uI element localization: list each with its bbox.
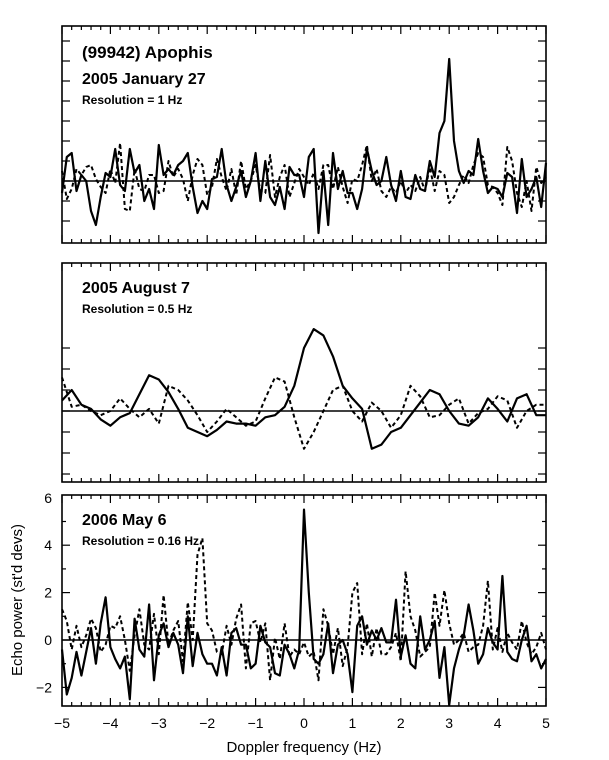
panel-date: 2006 May 6 — [82, 512, 167, 529]
x-tick-label: 2 — [397, 715, 405, 731]
dashed-series-line — [61, 376, 546, 450]
x-tick-label: −1 — [248, 715, 264, 731]
y-axis-title: Echo power (st'd devs) — [9, 524, 26, 676]
x-tick-label: 5 — [542, 715, 550, 731]
panel-date: 2005 August 7 — [82, 280, 190, 297]
panel-resolution: Resolution = 1 Hz — [82, 93, 182, 107]
x-tick-label: −3 — [151, 715, 167, 731]
panel-3: 2006 May 6 Resolution = 0.16 Hz — [60, 494, 547, 707]
x-tick-label: −5 — [54, 715, 70, 731]
panel-resolution: Resolution = 0.16 Hz — [82, 534, 199, 548]
y-tick-label: 6 — [44, 490, 52, 506]
panel-1: (99942) Apophis 2005 January 27 Resolution… — [60, 25, 548, 244]
dashed-series-line — [61, 142, 547, 212]
dashed-series-line — [61, 537, 547, 682]
panel-2: 2005 August 7 Resolution = 0.5 Hz — [61, 262, 547, 483]
solid-series-line — [60, 508, 547, 707]
x-tick-label: −2 — [199, 715, 215, 731]
panel-resolution: Resolution = 0.5 Hz — [82, 302, 192, 316]
x-tick-label: −4 — [102, 715, 118, 731]
y-tick-label: 4 — [44, 537, 52, 553]
solid-series-line — [61, 328, 546, 450]
y-tick-label: 2 — [44, 585, 52, 601]
x-tick-label: 3 — [445, 715, 453, 731]
x-tick-label: 0 — [300, 715, 308, 731]
y-tick-label: −2 — [36, 679, 52, 695]
panel-date: 2005 January 27 — [82, 71, 206, 88]
panel-title: (99942) Apophis — [82, 43, 213, 62]
x-tick-label: 4 — [494, 715, 502, 731]
y-tick-label: 0 — [44, 632, 52, 648]
x-axis-title: Doppler frequency (Hz) — [226, 739, 381, 756]
x-tick-label: 1 — [349, 715, 357, 731]
